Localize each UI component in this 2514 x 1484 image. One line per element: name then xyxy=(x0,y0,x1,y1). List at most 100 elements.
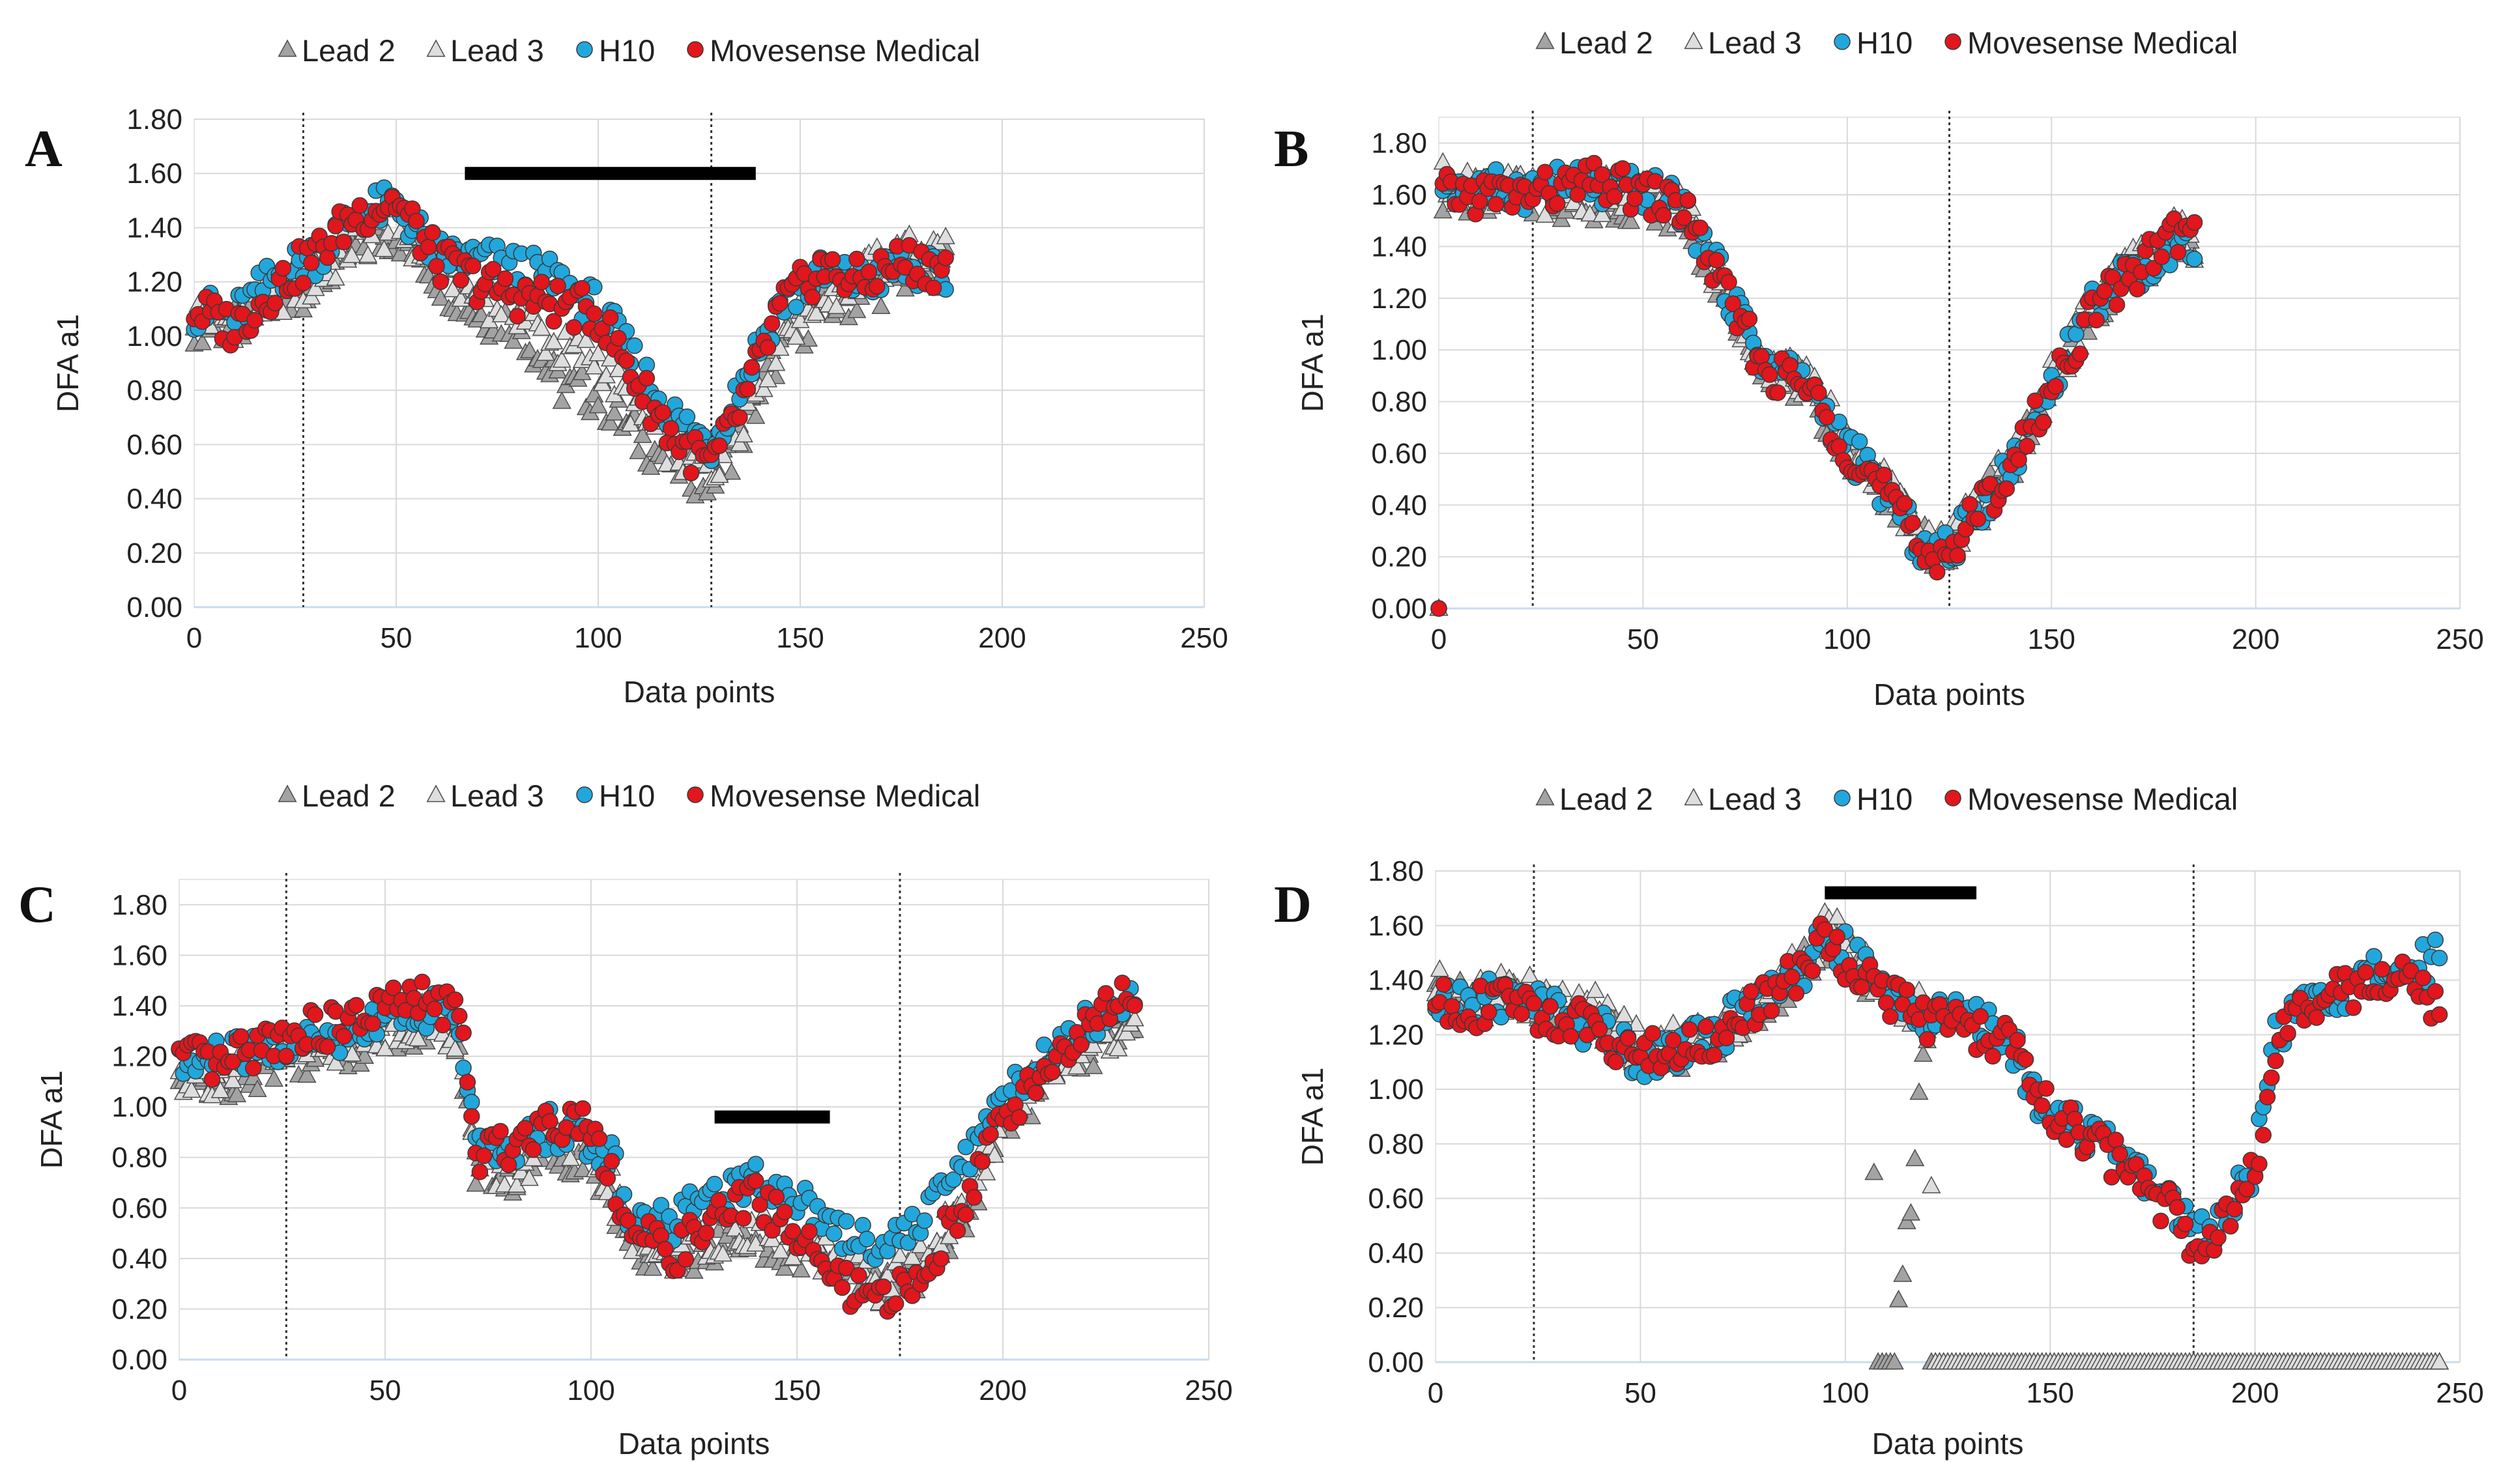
x-tick-label: 50 xyxy=(381,622,412,654)
point-movesense xyxy=(1741,310,1758,328)
point-movesense xyxy=(2431,1006,2448,1023)
point-movesense xyxy=(1724,295,1742,312)
point-movesense xyxy=(1542,998,1559,1015)
point-lead3 xyxy=(609,360,628,377)
point-movesense xyxy=(1720,274,1737,291)
x-tick-label: 250 xyxy=(1185,1375,1232,1406)
point-movesense xyxy=(573,279,590,297)
legend-label-lead3: Lead 3 xyxy=(1708,782,1802,816)
legend: Lead 2 Lead 3 H10 Movesense Medical xyxy=(1535,782,2238,816)
point-movesense xyxy=(246,311,263,329)
point-h10 xyxy=(2068,326,2085,343)
point-lead3 xyxy=(1585,980,1605,999)
point-movesense xyxy=(295,274,312,292)
point-movesense xyxy=(638,369,656,387)
point-movesense xyxy=(2176,1216,2194,1233)
point-movesense xyxy=(1692,220,1709,236)
x-tick-label: 100 xyxy=(1821,1377,1869,1409)
legend-marker-h10 xyxy=(576,41,593,58)
point-movesense xyxy=(224,1053,241,1070)
point-movesense xyxy=(1761,366,1778,383)
x-tick-label: 100 xyxy=(567,1375,614,1406)
x-tick-label: 200 xyxy=(2232,623,2279,655)
point-movesense xyxy=(1984,1048,2001,1065)
y-tick-label: 0.40 xyxy=(1368,1237,1424,1269)
point-movesense xyxy=(2357,963,2375,981)
legend-marker-movesense xyxy=(687,786,704,803)
point-movesense xyxy=(2373,961,2391,978)
point-movesense xyxy=(654,404,671,421)
point-movesense xyxy=(1698,1018,1714,1035)
point-movesense xyxy=(743,359,760,376)
y-tick-label: 0.00 xyxy=(111,1344,167,1376)
panel-letter: B xyxy=(1274,121,1308,178)
point-movesense xyxy=(1679,192,1697,209)
point-movesense xyxy=(610,330,627,347)
point-lead3 xyxy=(790,310,810,328)
x-tick-label: 250 xyxy=(2436,623,2483,655)
point-h10 xyxy=(1851,433,1868,450)
legend-marker-lead2 xyxy=(278,784,297,803)
point-movesense xyxy=(1918,1031,1936,1048)
legend-label-movesense: Movesense Medical xyxy=(1967,25,2238,60)
point-lead2 xyxy=(847,300,867,319)
x-tick-label: 250 xyxy=(2436,1377,2483,1409)
point-movesense xyxy=(1853,978,1870,995)
point-movesense xyxy=(1769,384,1786,401)
point-movesense xyxy=(1961,496,1978,513)
point-movesense xyxy=(957,1206,974,1223)
point-movesense xyxy=(446,991,464,1008)
point-movesense xyxy=(432,273,449,291)
point-lead3 xyxy=(1626,1014,1646,1032)
point-movesense xyxy=(2210,1229,2227,1246)
point-lead2 xyxy=(293,300,313,318)
y-tick-label: 1.80 xyxy=(1371,128,1427,160)
point-movesense xyxy=(2267,1052,2284,1070)
point-movesense xyxy=(2145,260,2162,277)
point-movesense xyxy=(1949,547,1966,564)
point-movesense xyxy=(408,212,425,230)
y-tick-label: 1.60 xyxy=(111,939,167,971)
point-movesense xyxy=(517,1120,534,1137)
legend: Lead 2 Lead 3 H10 Movesense Medical xyxy=(278,778,980,813)
point-movesense xyxy=(759,339,777,356)
point-lead2 xyxy=(1888,1289,1909,1307)
point-movesense xyxy=(739,380,757,398)
point-movesense xyxy=(2153,248,2171,265)
point-lead3 xyxy=(1117,1023,1136,1041)
point-lead2 xyxy=(573,1160,592,1177)
point-lead2 xyxy=(227,1085,247,1102)
point-movesense xyxy=(2010,451,2027,468)
x-tick-label: 150 xyxy=(776,622,824,654)
point-lead3 xyxy=(342,245,362,263)
x-axis-title: Data points xyxy=(1872,1427,2024,1461)
point-lead3 xyxy=(1125,1008,1144,1027)
point-lead2 xyxy=(629,441,648,459)
point-movesense xyxy=(274,259,292,277)
legend-marker-movesense xyxy=(1944,790,1961,806)
point-movesense xyxy=(545,313,562,330)
legend-marker-h10 xyxy=(1834,790,1851,806)
x-tick-label: 50 xyxy=(369,1375,401,1406)
panel-letter: A xyxy=(25,121,63,178)
point-movesense xyxy=(1810,384,1827,401)
point-movesense xyxy=(1787,985,1805,1002)
point-movesense xyxy=(1818,408,1836,426)
point-movesense xyxy=(1606,188,1623,205)
point-movesense xyxy=(1435,976,1452,993)
y-tick-label: 0.60 xyxy=(1368,1183,1424,1215)
point-lead3 xyxy=(762,1229,782,1248)
point-lead3 xyxy=(766,353,786,371)
point-movesense xyxy=(801,1223,818,1240)
point-lead3 xyxy=(408,1029,428,1047)
point-lead2 xyxy=(1913,1044,1933,1062)
point-movesense xyxy=(1011,1109,1028,1126)
y-tick-label: 1.20 xyxy=(1368,1019,1424,1051)
point-lead2 xyxy=(871,296,891,314)
highlight-bar xyxy=(714,1110,830,1124)
point-movesense xyxy=(698,1224,715,1242)
point-lead2 xyxy=(297,1065,317,1083)
point-movesense xyxy=(1619,1030,1637,1047)
point-movesense xyxy=(2226,1201,2243,1218)
point-lead3 xyxy=(1827,907,1847,925)
